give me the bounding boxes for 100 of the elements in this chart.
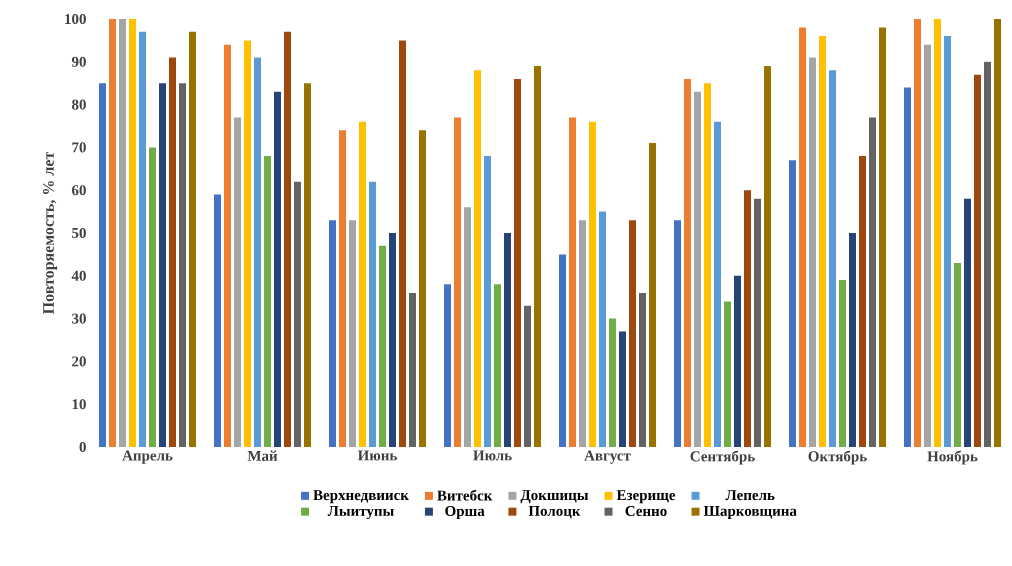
bar <box>904 87 911 447</box>
bar <box>984 61 991 447</box>
x-tick-label: Июль <box>473 450 512 461</box>
x-tick-label: Октябрь <box>808 450 867 465</box>
bar <box>649 143 656 447</box>
bar <box>559 254 566 447</box>
bar <box>964 198 971 447</box>
y-tick-label: 30 <box>72 313 86 324</box>
bar <box>484 155 491 447</box>
y-tick-label: 60 <box>71 185 86 196</box>
bar <box>474 70 481 447</box>
legend-label: Лыитупы <box>327 506 394 520</box>
bar <box>159 83 166 447</box>
bar <box>849 233 856 447</box>
y-axis-title: Повторяемость, % лет <box>43 151 58 315</box>
bar <box>724 301 731 447</box>
bar <box>879 27 886 447</box>
bar <box>869 117 876 447</box>
bar <box>294 181 301 447</box>
bar <box>514 78 521 447</box>
bar <box>304 83 311 447</box>
bar <box>589 121 596 447</box>
bar <box>234 117 241 447</box>
legend-label: Лепель <box>725 490 775 501</box>
y-tick-label: 10 <box>72 399 86 410</box>
bar <box>799 27 806 447</box>
bar <box>454 117 461 447</box>
legend-label: Докшицы <box>520 490 589 504</box>
bar <box>619 331 626 447</box>
bar <box>789 160 796 447</box>
bar <box>244 40 251 447</box>
bar <box>684 78 691 447</box>
bar <box>599 211 606 447</box>
legend-label: Орша <box>445 505 485 520</box>
bar <box>829 70 836 447</box>
bar <box>349 220 356 447</box>
x-tick-label: Май <box>247 450 278 461</box>
bar <box>504 233 511 447</box>
legend-label: Сенно <box>625 505 667 517</box>
bar <box>534 66 541 447</box>
bar <box>714 121 721 447</box>
legend-label: Шарковщина <box>703 506 797 520</box>
bar <box>139 31 147 447</box>
bar <box>764 66 771 447</box>
bar <box>419 130 426 447</box>
bar <box>694 91 701 447</box>
bar <box>389 233 396 447</box>
bar <box>149 147 156 447</box>
y-tick-label: 80 <box>71 99 86 110</box>
bar <box>609 318 616 447</box>
y-tick-label: 70 <box>72 142 86 153</box>
x-tick-label: Июнь <box>357 450 397 461</box>
bar <box>169 57 176 447</box>
bar <box>754 198 761 447</box>
bar <box>444 284 451 447</box>
bar <box>99 83 106 447</box>
bar <box>569 117 576 447</box>
legend-label: Езерище <box>616 490 676 504</box>
bar <box>839 280 846 447</box>
bar <box>639 292 646 447</box>
bar <box>744 190 751 447</box>
bar <box>264 155 271 447</box>
bar <box>339 130 346 447</box>
bar <box>254 57 261 447</box>
bar <box>934 19 941 447</box>
bar <box>579 220 586 447</box>
bar <box>224 44 231 447</box>
y-tick-label: 50 <box>72 227 86 239</box>
bar <box>704 83 711 447</box>
bar <box>524 305 531 447</box>
bar <box>974 74 981 447</box>
x-tick-label: Сентябрь <box>690 450 755 465</box>
y-tick-label: 90 <box>71 56 86 67</box>
bar <box>359 121 366 447</box>
bar <box>464 207 471 447</box>
bar <box>954 262 961 447</box>
bar <box>859 155 866 447</box>
bar <box>914 19 921 447</box>
y-tick-label: 0 <box>79 441 86 453</box>
bar <box>369 181 376 447</box>
bar <box>924 44 931 447</box>
x-tick-label: Август <box>584 450 631 464</box>
bar <box>109 19 116 447</box>
y-tick-label: 40 <box>71 270 86 281</box>
legend-label: Полоцк <box>528 506 581 519</box>
x-tick-label: Апрель <box>122 450 173 464</box>
bar <box>329 220 336 447</box>
bar <box>494 284 501 447</box>
bar <box>409 292 416 447</box>
bar <box>379 245 386 447</box>
bar <box>274 91 281 447</box>
bar <box>944 36 951 447</box>
bar <box>214 194 221 447</box>
bar <box>119 19 126 447</box>
y-tick-label: 100 <box>65 13 86 25</box>
bar <box>674 220 681 447</box>
bar <box>629 220 636 447</box>
x-tick-label: Ноябрь <box>927 450 978 465</box>
bar <box>819 36 826 447</box>
y-tick-label: 20 <box>72 356 86 367</box>
